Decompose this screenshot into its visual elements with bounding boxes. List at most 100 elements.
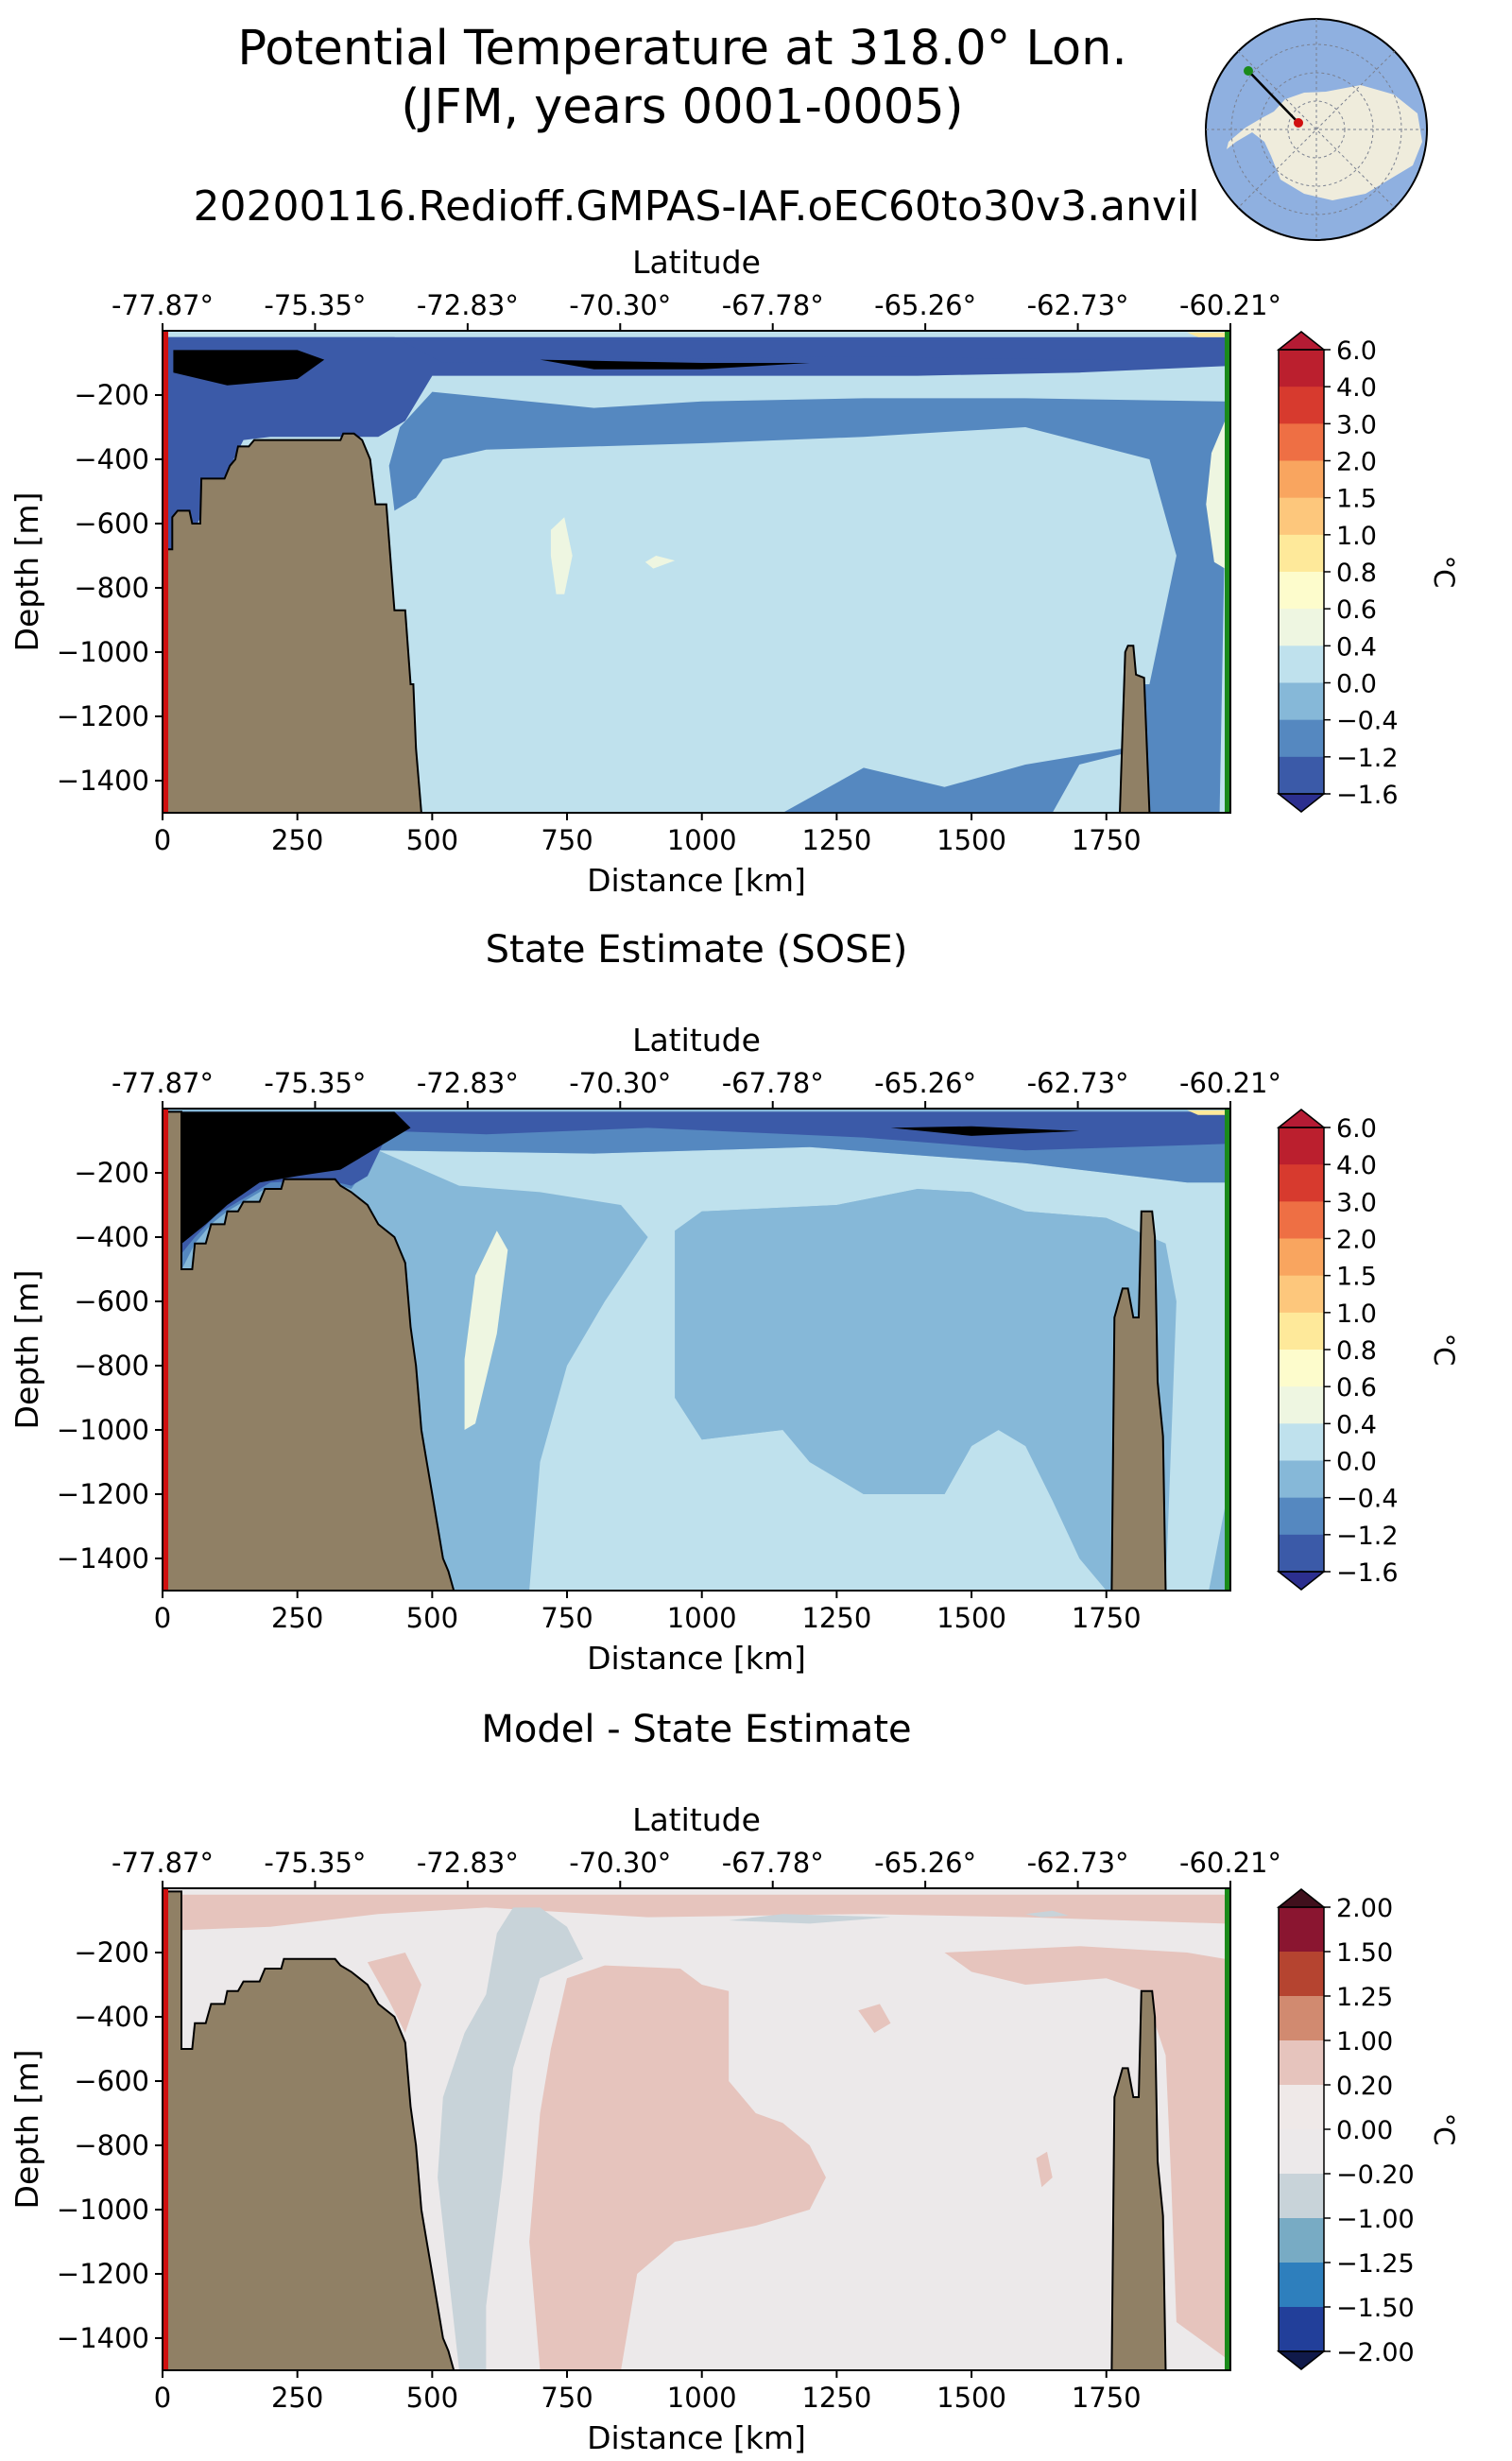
latitude-tick-label: -65.26° [874,1847,976,1879]
y-tick-label: −600 [74,2065,149,2097]
colorbar-band [1279,2218,1324,2263]
x-tick-label: 0 [154,2382,171,2414]
colorbar: 6.0 4.0 3.0 2.0 1.5 1.0 0.8 0.6 0.4 0.0 −0.4 −1.2 −1… [1276,1109,1460,1591]
x-axis-label: Distance [km] [587,1640,806,1677]
colorbar-band [1279,1460,1324,1499]
y-tick-label: −1400 [57,765,149,797]
colorbar-band [1279,1275,1324,1314]
x-axis-label: Distance [km] [587,862,806,899]
colorbar-tick-label: 0.6 [1336,595,1377,625]
colorbar-band [1279,534,1324,573]
x-tick-label: 1250 [801,824,871,856]
colorbar-tick-label: 6.0 [1336,1114,1377,1144]
top-axis-label: Latitude [632,1801,761,1838]
figure-title-line1: Potential Temperature at 318.0° Lon. [237,21,1126,77]
contour-region-7 [464,1230,508,1430]
contour-region-5 [858,2004,891,2033]
contour-region-7 [438,1907,584,2370]
x-tick-label: 1750 [1072,824,1142,856]
contour-region-7 [644,556,676,569]
x-tick-label: 500 [406,824,458,856]
colorbar-tick-label: 1.00 [1336,2027,1393,2057]
y-tick-label: −600 [74,1285,149,1317]
latitude-tick-label: -60.21° [1179,289,1281,321]
transect-end-line [1225,1888,1231,2370]
contour-region-9 [1025,1910,1069,1918]
colorbar-band [1279,1423,1324,1461]
y-tick-label: −1400 [57,1542,149,1575]
latitude-tick-label: -72.83° [417,1847,519,1879]
colorbar-band [1279,497,1324,536]
contour-region-5 [540,359,810,370]
colorbar-tick-label: 0.4 [1336,1410,1377,1439]
latitude-tick-label: -75.35° [264,1067,366,1099]
latitude-tick-label: -67.78° [722,1067,824,1099]
colorbar-tick-label: 1.50 [1336,1938,1393,1968]
x-tick-label: 1750 [1072,1602,1142,1634]
contour-region-5 [181,1111,411,1244]
contour-region-3 [181,1111,1226,1269]
contour-region-8 [1187,1110,1226,1115]
colorbar-tick-label: 0.6 [1336,1373,1377,1403]
colorbar-band [1279,2174,1324,2219]
contour-region-1 [529,1965,826,2370]
colorbar-band [1279,1952,1324,1997]
y-axis-label: Depth [m] [9,2050,45,2210]
colorbar-tick-label: 4.0 [1336,1151,1377,1180]
colorbar-band [1279,2307,1324,2352]
colorbar-tick-label: −0.20 [1336,2160,1415,2190]
colorbar-tick-label: 0.8 [1336,1336,1377,1366]
y-tick-label: −1000 [57,636,149,668]
x-tick-label: 250 [271,1602,323,1634]
transect-start-dot [1294,118,1303,128]
colorbar-tick-label: −1.2 [1336,1522,1399,1551]
colorbar-band [1279,423,1324,461]
bathymetry-seamount-1 [1110,1989,1167,2370]
x-tick-label: 500 [406,1602,458,1634]
colorbar-tick-label: 2.0 [1336,1226,1377,1255]
x-tick-label: 1500 [936,2382,1006,2414]
colorbar-extend-min [1276,793,1327,813]
y-tick-label: −800 [74,1350,149,1382]
colorbar-tick-label: 1.5 [1336,485,1377,514]
colorbar-band [1279,756,1324,795]
y-axis-label: Depth [m] [9,492,45,652]
colorbar-tick-label: −1.6 [1336,781,1399,810]
plot-frame [162,1887,1231,2371]
contour-region-2 [675,1189,1112,1494]
contour-region-2 [944,1946,1226,2358]
colorbar-band [1279,2129,1324,2175]
contour-region-6 [550,517,573,594]
contour-region-4 [367,1953,421,2033]
latitude-tick-label: -62.73° [1027,1067,1129,1099]
colorbar-band [1279,682,1324,721]
latitude-tick-label: -60.21° [1179,1847,1281,1879]
colorbar-tick-label: −1.50 [1336,2294,1415,2323]
figure-subtitle: 20200116.Redioff.GMPAS-IAF.oEC60to30v3.a… [194,182,1200,231]
colorbar-tick-label: −1.25 [1336,2249,1415,2279]
colorbar-tick-label: 0.8 [1336,559,1377,588]
latitude-tick-label: -75.35° [264,289,366,321]
colorbar-band [1279,387,1324,424]
y-tick-label: −1200 [57,1478,149,1510]
colorbar-tick-label: 0.0 [1336,1448,1377,1477]
latitude-tick-label: -70.30° [569,289,671,321]
x-tick-label: 0 [154,1602,171,1634]
x-tick-label: 1750 [1072,2382,1142,2414]
x-tick-label: 0 [154,824,171,856]
colorbar-extend-max [1276,1888,1327,1908]
transect-start-line [162,1109,168,1591]
map-graticule [1206,19,1427,240]
contour-region-8 [729,1914,891,1924]
colorbar-band [1279,1386,1324,1424]
colorbar-tick-label: 2.00 [1336,1894,1393,1923]
panel-2: State Estimate (SOSE) 0 250 500 750 1000 1250 1… [9,928,1460,1677]
latitude-tick-label: -72.83° [417,289,519,321]
colorbar-label: °C [1428,556,1460,589]
y-tick-label: −1000 [57,1414,149,1446]
panel-1: 0 250 500 750 1000 1250 1500 1750 Distance [km] -… [9,244,1460,899]
colorbar-tick-label: −1.2 [1336,744,1399,773]
bathymetry-shelf [163,1890,455,2370]
x-tick-label: 1000 [667,1602,737,1634]
